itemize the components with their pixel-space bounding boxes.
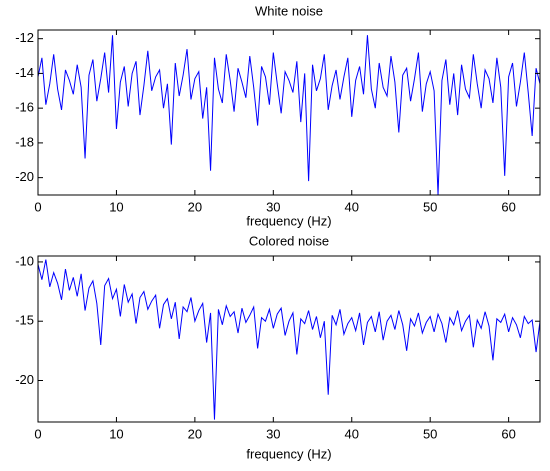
y-tick-label: -20 — [15, 169, 34, 184]
axes-frame — [37, 29, 541, 196]
y-tick-label: -16 — [15, 100, 34, 115]
line-series — [38, 35, 540, 195]
x-tick-label: 20 — [188, 199, 202, 214]
chart-title: White noise — [255, 3, 323, 18]
x-tick-label: 60 — [501, 199, 515, 214]
y-tick-label: -18 — [15, 134, 34, 149]
x-tick-label: 30 — [266, 426, 280, 441]
y-tick-label: -14 — [15, 65, 34, 80]
x-tick-label: 30 — [266, 199, 280, 214]
x-tick-label: 60 — [501, 426, 515, 441]
x-tick-label: 50 — [423, 199, 437, 214]
y-tick-label: -15 — [15, 313, 34, 328]
x-tick-label: 40 — [345, 199, 359, 214]
x-tick-label: 50 — [423, 426, 437, 441]
x-tick-label: 10 — [109, 199, 123, 214]
x-tick-label: 0 — [34, 426, 41, 441]
x-tick-label: 40 — [345, 426, 359, 441]
x-axis-label: frequency (Hz) — [246, 213, 331, 228]
y-tick-label: -20 — [15, 372, 34, 387]
x-tick-label: 20 — [188, 426, 202, 441]
y-tick-label: -12 — [15, 30, 34, 45]
x-axis-label: frequency (Hz) — [246, 446, 331, 461]
x-tick-label: 0 — [34, 199, 41, 214]
chart-title: Colored noise — [249, 233, 329, 248]
y-tick-label: -10 — [15, 253, 34, 268]
x-tick-label: 10 — [109, 426, 123, 441]
line-series — [38, 259, 540, 420]
axes-frame — [37, 255, 541, 423]
